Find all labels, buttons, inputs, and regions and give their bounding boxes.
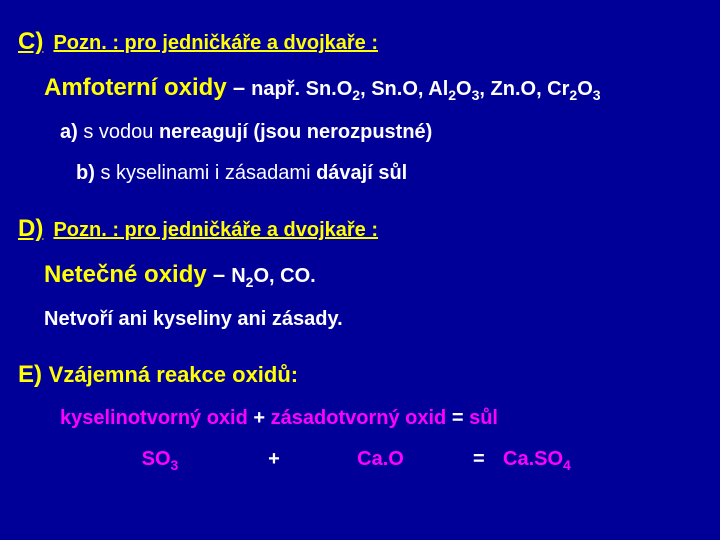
section-c-heading: C) Pozn. : pro jedničkáře a dvojkaře : xyxy=(18,28,702,56)
section-e-equation-1: kyselinotvorný oxid + zásadotvorný oxid … xyxy=(18,407,702,430)
section-c-examples-prefix: např. xyxy=(251,78,305,100)
item-b-text1: s kyselinami i zásadami xyxy=(100,162,316,184)
section-c-title: Amfoterní oxidy xyxy=(44,74,227,101)
section-d-note: Pozn. : pro jedničkáře a dvojkaře : xyxy=(53,219,378,241)
section-d-title: Netečné oxidy xyxy=(44,261,207,288)
section-c-item-a: a) s vodou nereagují (jsou nerozpustné) xyxy=(18,121,702,144)
section-d-title-line: Netečné oxidy – N2O, CO. xyxy=(18,261,702,290)
slide: C) Pozn. : pro jedničkáře a dvojkaře : A… xyxy=(0,0,720,540)
section-c-examples: Sn.O2, Sn.O, Al2O3, Zn.O, Cr2O3 xyxy=(306,78,601,100)
eq1-equals: = xyxy=(452,407,469,429)
section-c-dash: – xyxy=(233,75,251,100)
eq2-caso4: Ca.SO4 xyxy=(503,448,571,473)
section-c-item-b: b) s kyselinami i zásadami dávají sůl xyxy=(18,162,702,185)
section-d-dash: – xyxy=(213,262,231,287)
item-b-label: b) xyxy=(76,162,100,184)
eq1-plus: + xyxy=(253,407,270,429)
section-c-title-line: Amfoterní oxidy – např. Sn.O2, Sn.O, Al2… xyxy=(18,74,702,103)
section-c-note: Pozn. : pro jedničkáře a dvojkaře : xyxy=(53,32,378,54)
section-d-examples: N2O, CO. xyxy=(231,265,315,287)
item-b-text2: dávají sůl xyxy=(316,162,407,184)
eq1-base: zásadotvorný oxid xyxy=(271,407,447,429)
section-e-equation-2: SO3 + Ca.O = Ca.SO4 xyxy=(18,448,702,473)
section-d-heading: D) Pozn. : pro jedničkáře a dvojkaře : xyxy=(18,215,702,243)
section-e-heading: E) Vzájemná reakce oxidů: xyxy=(18,361,702,389)
item-a-text2: nereagují (jsou nerozpustné) xyxy=(159,121,432,143)
eq2-cao: Ca.O xyxy=(288,448,473,473)
section-e-label: E) xyxy=(18,361,49,388)
section-d-label: D) xyxy=(18,215,43,242)
eq2-plus: + xyxy=(260,448,288,473)
section-d-body-text: Netvoří ani kyseliny ani zásady. xyxy=(44,308,343,330)
item-a-label: a) xyxy=(60,121,83,143)
section-d-body: Netvoří ani kyseliny ani zásady. xyxy=(18,308,702,331)
eq2-so3: SO3 xyxy=(60,448,260,473)
section-c-label: C) xyxy=(18,28,43,55)
eq1-acid: kyselinotvorný oxid xyxy=(60,407,248,429)
item-a-text1: s vodou xyxy=(83,121,159,143)
eq2-equals: = xyxy=(473,448,503,473)
eq1-salt: sůl xyxy=(469,407,498,429)
section-e-title: Vzájemná reakce oxidů: xyxy=(49,362,298,387)
